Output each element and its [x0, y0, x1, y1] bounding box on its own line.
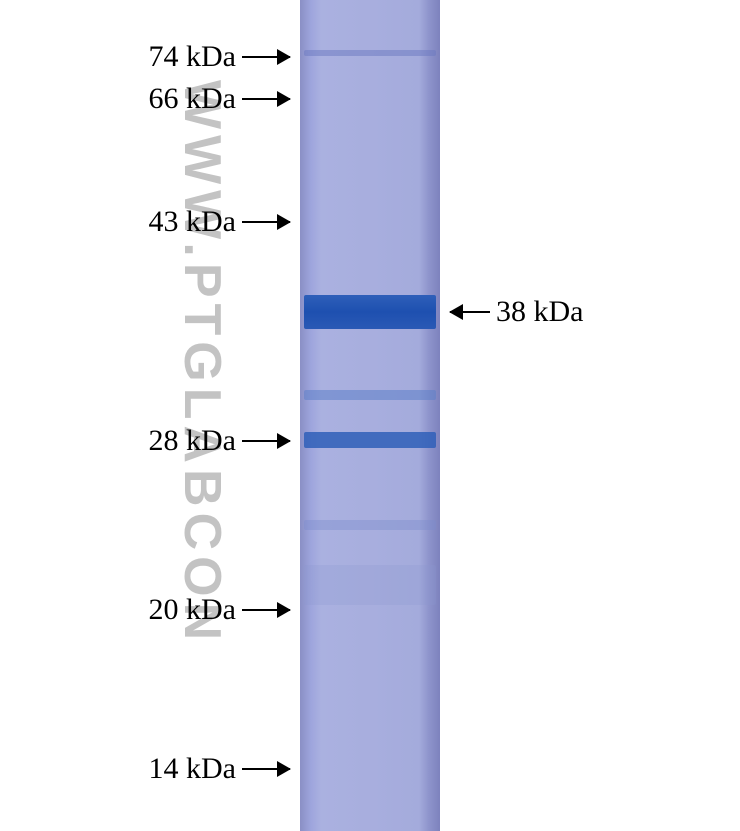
mw-marker-label: 28 kDa [149, 424, 236, 458]
gel-band-faint-22 [304, 520, 436, 530]
mw-marker-label: 20 kDa [149, 593, 236, 627]
arrow-right-icon [242, 440, 290, 442]
gel-band-74kda [304, 50, 436, 56]
mw-marker-right: 38 kDa [444, 295, 583, 329]
mw-marker-left: 66 kDa [70, 82, 296, 116]
arrow-right-icon [242, 221, 290, 223]
arrow-right-icon [242, 768, 290, 770]
mw-marker-left: 28 kDa [70, 424, 296, 458]
mw-marker-label: 38 kDa [496, 295, 583, 329]
gel-smear-low [304, 565, 436, 605]
arrow-right-icon [242, 609, 290, 611]
arrow-left-icon [450, 311, 490, 313]
mw-marker-label: 74 kDa [149, 40, 236, 74]
arrow-right-icon [242, 56, 290, 58]
mw-marker-left: 14 kDa [70, 752, 296, 786]
gel-band-38kda [304, 295, 436, 329]
gel-band-faint-30 [304, 390, 436, 400]
arrow-right-icon [242, 98, 290, 100]
mw-marker-label: 14 kDa [149, 752, 236, 786]
mw-marker-label: 66 kDa [149, 82, 236, 116]
mw-marker-left: 43 kDa [70, 205, 296, 239]
mw-marker-left: 20 kDa [70, 593, 296, 627]
gel-lane [300, 0, 440, 831]
mw-marker-left: 74 kDa [70, 40, 296, 74]
gel-band-28kda [304, 432, 436, 448]
mw-marker-label: 43 kDa [149, 205, 236, 239]
